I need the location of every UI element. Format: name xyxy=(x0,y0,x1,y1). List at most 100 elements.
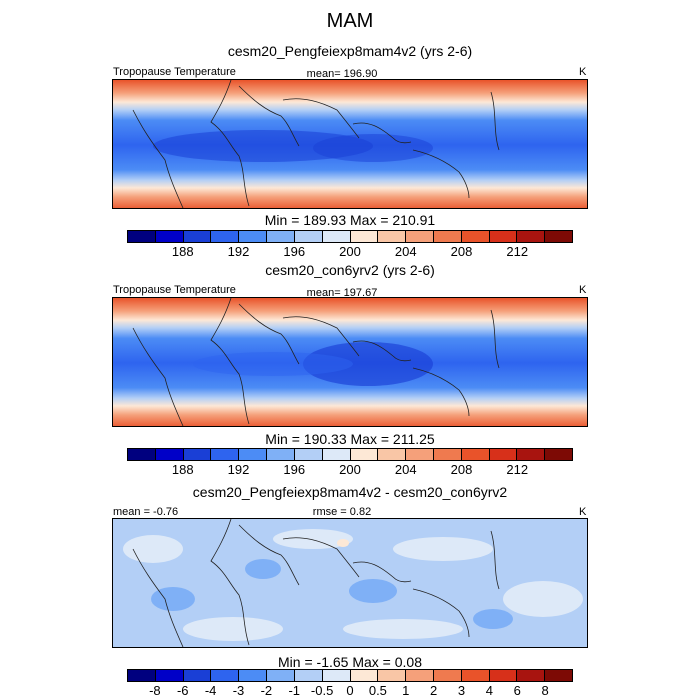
colorbar-tick-label: 204 xyxy=(394,244,417,259)
colorbar-cell xyxy=(545,231,572,242)
panel-1-minmax: Min = 189.93 Max = 210.91 xyxy=(264,212,436,228)
colorbar-cell xyxy=(406,231,434,242)
colorbar-tick-label: -4 xyxy=(204,683,217,698)
panel-1-map xyxy=(112,79,588,209)
colorbar-cell xyxy=(489,231,518,242)
colorbar-cell xyxy=(350,449,379,460)
panel-3-minmax: Min = -1.65 Max = 0.08 xyxy=(278,654,422,670)
panel-2-title: cesm20_con6yrv2 (yrs 2-6) xyxy=(265,262,435,278)
colorbar-tick-label: 200 xyxy=(339,244,361,259)
colorbar-3 xyxy=(127,669,573,682)
colorbar-tick-label: 204 xyxy=(394,462,417,477)
colorbar-2-ticks: 188 192 196 200 204 208 212 xyxy=(0,462,700,480)
colorbar-cell xyxy=(239,670,268,681)
colorbar-cell xyxy=(128,670,156,681)
colorbar-tick-label: 3 xyxy=(457,683,466,698)
colorbar-3-ticks: -8 -6 -4 -3 -2 -1 -0.5 0 0.5 1 2 3 4 6 8 xyxy=(0,683,700,699)
colorbar-cell xyxy=(545,670,572,681)
colorbar-tick-label: 212 xyxy=(506,244,529,259)
colorbar-cell xyxy=(128,449,156,460)
colorbar-cell xyxy=(183,670,212,681)
colorbar-cell xyxy=(406,670,434,681)
panel-1-mean-label: mean= 196.90 xyxy=(306,68,378,80)
colorbar-1 xyxy=(127,230,573,243)
colorbar-cell xyxy=(211,670,240,681)
colorbar-cell xyxy=(461,449,490,460)
colorbar-cell xyxy=(294,449,323,460)
colorbar-cell xyxy=(517,449,546,460)
colorbar-cell xyxy=(461,670,490,681)
colorbar-tick-label: -2 xyxy=(260,683,273,698)
colorbar-cell xyxy=(378,449,407,460)
colorbar-tick-label: 208 xyxy=(450,244,473,259)
colorbar-cell xyxy=(322,231,351,242)
colorbar-tick-label: 4 xyxy=(485,683,493,698)
colorbar-1-ticks: 188 192 196 200 204 208 212 xyxy=(0,244,700,262)
colorbar-cell xyxy=(155,670,184,681)
colorbar-cell xyxy=(211,231,240,242)
panel-3-units-label: K xyxy=(579,506,587,518)
colorbar-cell xyxy=(211,449,240,460)
colorbar-cell xyxy=(378,231,407,242)
colorbar-cell xyxy=(406,449,434,460)
panel-1-units-label: K xyxy=(579,66,587,78)
colorbar-tick-label: 1 xyxy=(402,683,410,698)
panel-3-map-svg xyxy=(113,519,587,647)
panel-3-mean-label: mean = -0.76 xyxy=(113,506,179,518)
panel-1-left-label: Tropopause Temperature xyxy=(113,66,236,78)
colorbar-tick-label: 196 xyxy=(283,462,306,477)
colorbar-cell xyxy=(267,231,295,242)
panel-2-minmax: Min = 190.33 Max = 211.25 xyxy=(265,431,435,447)
colorbar-tick-label: 192 xyxy=(227,462,250,477)
colorbar-cell xyxy=(322,449,351,460)
panel-2-left-label: Tropopause Temperature xyxy=(113,284,236,296)
colorbar-cell xyxy=(294,231,323,242)
colorbar-tick-label: -6 xyxy=(176,683,189,698)
colorbar-cell xyxy=(489,449,518,460)
colorbar-tick-label: 200 xyxy=(339,462,361,477)
colorbar-cell xyxy=(183,449,212,460)
colorbar-cell xyxy=(378,670,407,681)
colorbar-tick-label: -8 xyxy=(149,683,161,698)
colorbar-cell xyxy=(128,231,156,242)
colorbar-2 xyxy=(127,448,573,461)
panel-3-map xyxy=(112,518,588,648)
colorbar-cell xyxy=(267,670,295,681)
panel-3-rmse-label: rmse = 0.82 xyxy=(312,506,372,518)
colorbar-tick-label: 8 xyxy=(541,683,549,698)
colorbar-cell xyxy=(433,670,462,681)
colorbar-tick-label: 208 xyxy=(450,462,473,477)
colorbar-cell xyxy=(489,670,518,681)
panel-2-map xyxy=(112,297,588,427)
panel-1-map-svg xyxy=(113,80,587,208)
colorbar-cell xyxy=(267,449,295,460)
colorbar-tick-label: 212 xyxy=(506,462,529,477)
colorbar-cell xyxy=(239,231,268,242)
colorbar-cell xyxy=(294,670,323,681)
colorbar-tick-label: 192 xyxy=(227,244,250,259)
panel-2-mean-label: mean= 197.67 xyxy=(306,287,378,299)
colorbar-cell xyxy=(350,670,379,681)
colorbar-cell xyxy=(155,449,184,460)
colorbar-cell xyxy=(433,231,462,242)
colorbar-tick-label: -3 xyxy=(232,683,245,698)
colorbar-cell xyxy=(517,670,546,681)
colorbar-cell xyxy=(322,670,351,681)
colorbar-tick-label: 0 xyxy=(346,683,354,698)
colorbar-cell xyxy=(517,231,546,242)
panel-1-title: cesm20_Pengfeiexp8mam4v2 (yrs 2-6) xyxy=(227,43,473,59)
colorbar-cell xyxy=(155,231,184,242)
panel-2-map-svg xyxy=(113,298,587,426)
panel-3-title: cesm20_Pengfeiexp8mam4v2 - cesm20_con6yr… xyxy=(192,484,508,500)
panel-2-units-label: K xyxy=(579,284,587,296)
colorbar-cell xyxy=(350,231,379,242)
colorbar-tick-label: 188 xyxy=(171,462,194,477)
colorbar-tick-label: 6 xyxy=(513,683,521,698)
figure-title: MAM xyxy=(326,10,374,32)
colorbar-cell xyxy=(433,449,462,460)
colorbar-tick-label: 0.5 xyxy=(368,683,387,698)
colorbar-tick-label: 188 xyxy=(171,244,194,259)
colorbar-cell xyxy=(545,449,572,460)
colorbar-tick-label: 2 xyxy=(430,683,438,698)
colorbar-tick-label: -0.5 xyxy=(310,683,334,698)
